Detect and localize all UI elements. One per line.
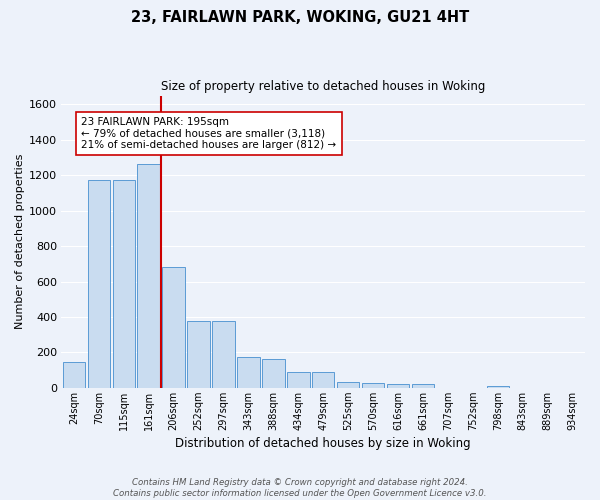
Bar xyxy=(88,180,110,388)
Title: Size of property relative to detached houses in Woking: Size of property relative to detached ho… xyxy=(161,80,485,93)
Bar xyxy=(237,357,260,388)
Bar xyxy=(487,386,509,388)
Bar xyxy=(312,372,334,388)
X-axis label: Distribution of detached houses by size in Woking: Distribution of detached houses by size … xyxy=(175,437,471,450)
Y-axis label: Number of detached properties: Number of detached properties xyxy=(15,154,25,330)
Bar xyxy=(287,372,310,388)
Text: 23, FAIRLAWN PARK, WOKING, GU21 4HT: 23, FAIRLAWN PARK, WOKING, GU21 4HT xyxy=(131,10,469,25)
Bar xyxy=(137,164,160,388)
Bar xyxy=(262,358,284,388)
Bar xyxy=(63,362,85,388)
Bar xyxy=(212,322,235,388)
Text: 23 FAIRLAWN PARK: 195sqm
← 79% of detached houses are smaller (3,118)
21% of sem: 23 FAIRLAWN PARK: 195sqm ← 79% of detach… xyxy=(82,117,337,150)
Bar xyxy=(362,384,385,388)
Text: Contains HM Land Registry data © Crown copyright and database right 2024.
Contai: Contains HM Land Registry data © Crown c… xyxy=(113,478,487,498)
Bar xyxy=(113,180,135,388)
Bar xyxy=(387,384,409,388)
Bar xyxy=(412,384,434,388)
Bar xyxy=(163,268,185,388)
Bar xyxy=(337,382,359,388)
Bar xyxy=(187,322,210,388)
